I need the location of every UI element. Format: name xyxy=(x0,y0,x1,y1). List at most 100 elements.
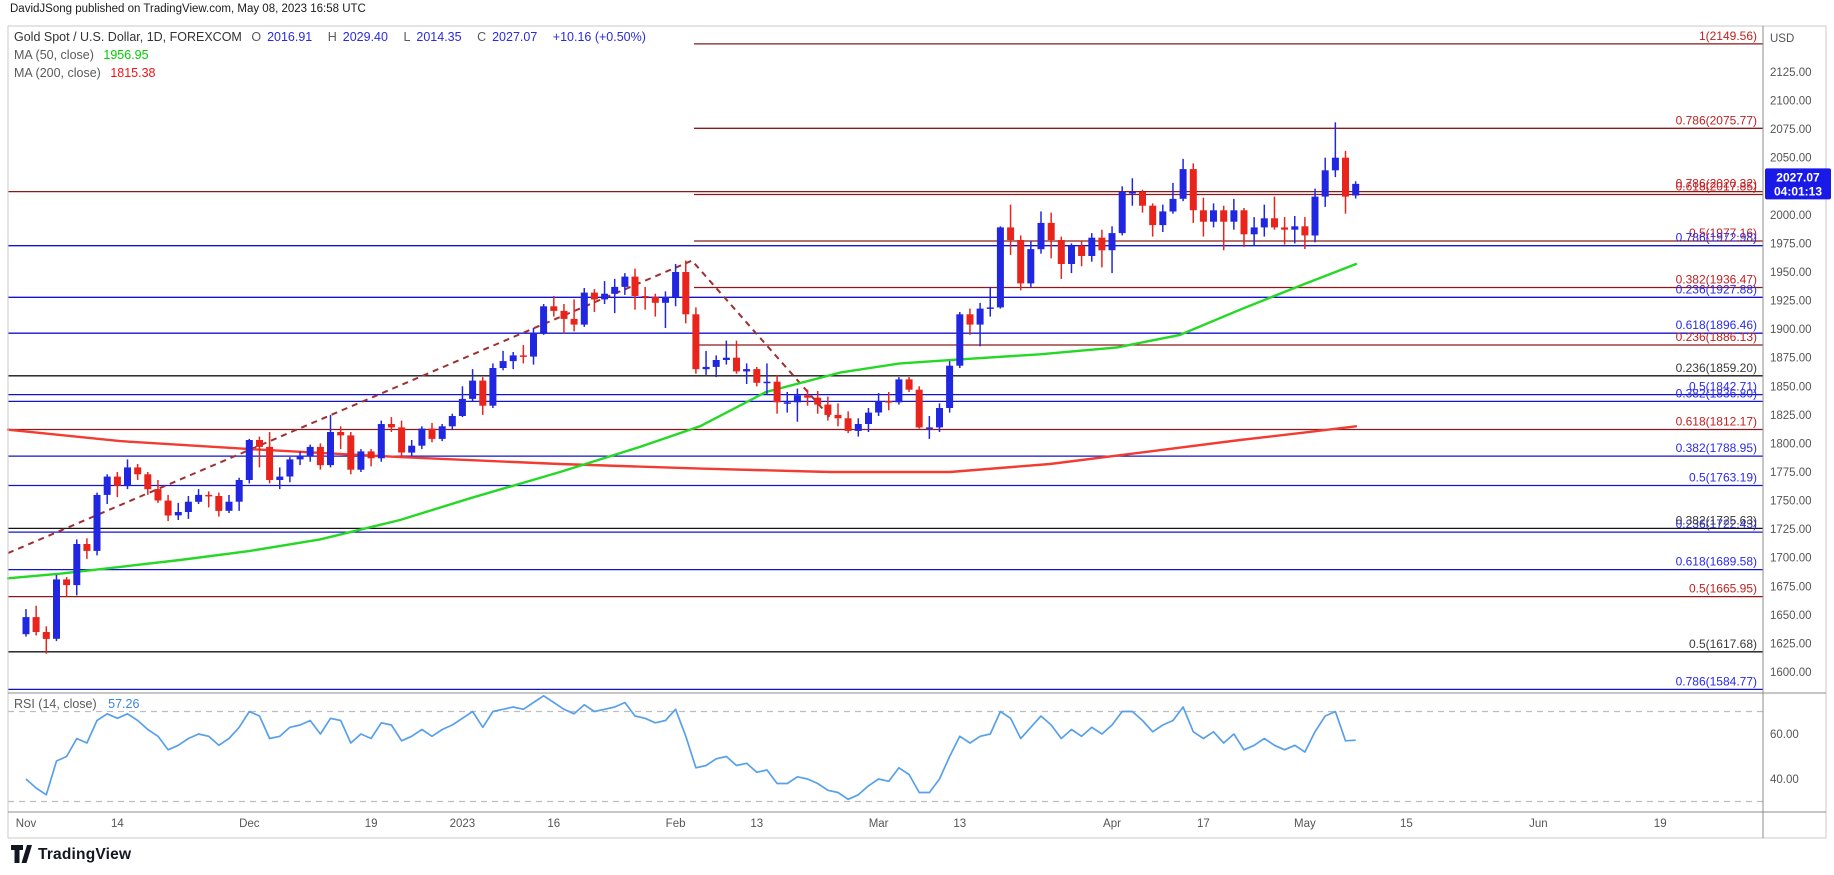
candle-body xyxy=(1230,210,1238,222)
candle-body xyxy=(296,456,304,460)
candle-body xyxy=(844,418,852,431)
time-tick-label: May xyxy=(1294,818,1316,830)
rsi-pane[interactable] xyxy=(8,694,1763,812)
price-tick-label: 1650.00 xyxy=(1770,610,1812,622)
candle-body xyxy=(184,501,192,512)
chart-frame xyxy=(7,25,1827,839)
candle-body xyxy=(113,476,121,486)
price-tick-label: 1675.00 xyxy=(1770,581,1812,593)
rsi-pane-drawings xyxy=(8,694,1763,803)
fib-label: 0.5(1617.68) xyxy=(1689,637,1757,651)
candle-body xyxy=(966,314,974,325)
fib-lines xyxy=(8,43,1763,691)
candle-body xyxy=(1068,245,1075,264)
candle-body xyxy=(519,355,527,357)
price-tick-label: 1925.00 xyxy=(1770,296,1812,308)
panes[interactable] xyxy=(8,26,1763,812)
candle-body xyxy=(428,428,436,439)
badge-box[interactable] xyxy=(1765,168,1831,200)
fib-label: 0.236(1927.88) xyxy=(1676,282,1757,296)
ma50-path xyxy=(6,262,1358,580)
candle-body xyxy=(1311,196,1319,236)
candle-body xyxy=(743,369,751,372)
rsi-tick-label: 60.00 xyxy=(1770,729,1799,741)
fib-label: 0.382(1725.63) xyxy=(1676,513,1757,527)
candle-body xyxy=(763,381,771,384)
candle-body xyxy=(793,395,801,403)
ohlc-close: C 2027.07 xyxy=(477,30,538,44)
candle-body xyxy=(692,314,700,370)
candle-body xyxy=(570,318,578,325)
ohlc-open: O 2016.91 xyxy=(251,30,313,44)
candle-body xyxy=(854,424,862,431)
tradingview-mark-icon xyxy=(11,845,32,863)
candle-body xyxy=(682,272,690,315)
candle-body xyxy=(195,494,203,502)
fib-label: 0.236(1859.20) xyxy=(1676,361,1757,375)
ohlc-high: H 2029.40 xyxy=(327,30,388,44)
candle-body xyxy=(804,395,812,398)
candle-body xyxy=(641,296,649,298)
candle-body xyxy=(905,379,913,390)
price-tick-label: 1725.00 xyxy=(1770,524,1812,536)
candle-body xyxy=(347,435,355,470)
candle-body xyxy=(1118,192,1126,234)
candle-body xyxy=(1240,210,1248,235)
fib-label: 0.5(1665.95) xyxy=(1689,582,1757,596)
candle-body xyxy=(1250,227,1258,235)
candle-body xyxy=(530,332,537,357)
candle-body xyxy=(702,366,710,370)
price-tick-label: 2050.00 xyxy=(1770,153,1812,165)
time-tick-label: 14 xyxy=(111,818,124,830)
ma50-row: MA (50, close) 1956.95 xyxy=(14,46,652,64)
price-tick-label: 1625.00 xyxy=(1770,638,1812,650)
rsi-label: RSI (14, close) xyxy=(14,697,97,711)
candle-body xyxy=(134,467,142,475)
candle-body xyxy=(144,474,152,490)
candle-body xyxy=(936,408,943,428)
time-tick-label: Jun xyxy=(1529,818,1548,830)
time-tick-label: Apr xyxy=(1103,818,1121,830)
candle-body xyxy=(215,496,223,511)
candle-body xyxy=(286,459,294,477)
time-axis[interactable]: Nov 14 Dec 19 2023 16 Feb 13 Mar 13 Apr 17 May 15 Jun 1… xyxy=(16,818,1667,830)
candle-body xyxy=(1057,240,1065,264)
candle-body xyxy=(773,381,781,403)
candle-body xyxy=(540,306,548,333)
ma200-value: 1815.38 xyxy=(110,66,156,80)
candle-body xyxy=(1271,218,1278,228)
candle-body xyxy=(1179,169,1187,199)
candle-body xyxy=(367,451,375,459)
fib-label: 0.786(2020.32) xyxy=(1676,177,1757,191)
candle-body xyxy=(1128,192,1136,194)
candle-body xyxy=(124,467,131,486)
candle-body xyxy=(1078,245,1086,256)
candle-body xyxy=(438,426,446,439)
price-tick-label: 1800.00 xyxy=(1770,438,1812,450)
price-pane[interactable] xyxy=(8,26,1763,692)
candle-body xyxy=(722,357,730,360)
candle-body xyxy=(651,297,659,303)
candle-body xyxy=(458,398,466,416)
candle-body xyxy=(550,306,558,311)
ma200-label: MA (200, close) xyxy=(14,66,101,80)
candle-body xyxy=(976,308,984,325)
candle-body xyxy=(1210,210,1217,222)
ma50-line xyxy=(6,262,1358,580)
candle-body xyxy=(164,500,172,516)
time-tick-label: 2023 xyxy=(450,818,476,830)
candle-body xyxy=(875,401,883,413)
candle-body xyxy=(489,368,497,406)
fib-label: 0.5(1977.16) xyxy=(1689,226,1757,240)
candle-body xyxy=(590,292,598,300)
price-tick-label: 1900.00 xyxy=(1770,324,1812,336)
candle-body xyxy=(1027,249,1035,284)
price-tick-label: 1850.00 xyxy=(1770,381,1812,393)
price-axis[interactable]: USD 2125.00 2100.00 2075.00 2050.00 2000.00 19… xyxy=(1770,33,1812,786)
candle-body xyxy=(103,476,111,495)
candle-body xyxy=(814,397,822,405)
tradingview-logo[interactable]: TradingView xyxy=(11,845,131,864)
